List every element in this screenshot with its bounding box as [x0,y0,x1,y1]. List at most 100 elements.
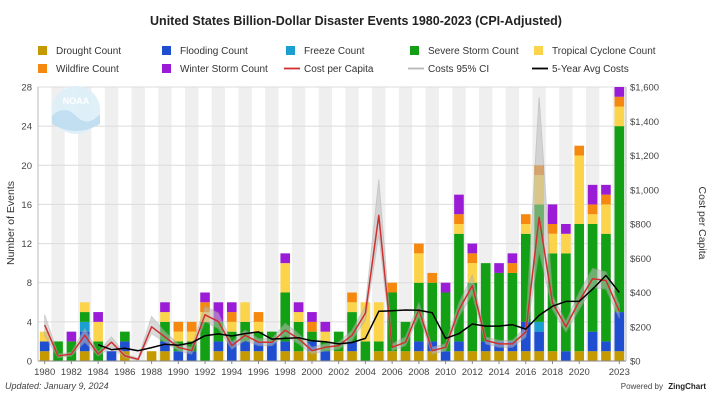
bar-tropical-cyclone-count-1999[interactable] [293,312,304,322]
legend-item[interactable]: Flooding Count [162,46,248,57]
bar-flooding-count-1997[interactable] [267,341,277,361]
bar-severe-storm-count-1986[interactable] [120,331,130,342]
bar-tropical-cyclone-count-2004[interactable] [360,302,371,342]
bar-winter-storm-count-2012[interactable] [467,243,478,254]
bar-flooding-count-2003[interactable] [347,341,357,352]
bar-tropical-cyclone-count-1995[interactable] [240,302,250,322]
bar-wildfire-count-2009[interactable] [427,272,438,283]
bar-tropical-cyclone-count-2018[interactable] [547,233,558,254]
bar-severe-storm-count-2010[interactable] [440,292,451,352]
bar-wildfire-count-2011[interactable] [454,214,464,224]
bar-tropical-cyclone-count-2020[interactable] [574,155,585,225]
bar-severe-storm-count-2003[interactable] [347,312,357,342]
bar-drought-count-1999[interactable] [293,351,304,361]
bar-tropical-cyclone-count-1998[interactable] [280,263,291,293]
bar-winter-storm-count-1989[interactable] [160,302,170,313]
bar-tropical-cyclone-count-2022[interactable] [601,204,611,234]
bar-wildfire-count-2023[interactable] [614,96,625,107]
bar-flooding-count-2010[interactable] [440,351,451,361]
legend-item[interactable]: Winter Storm Count [162,64,268,75]
bar-wildfire-count-2008[interactable] [414,243,424,254]
bar-freeze-count-1983[interactable] [79,321,90,332]
bar-flooding-count-1994[interactable] [226,341,237,361]
bar-flooding-count-1998[interactable] [280,341,291,352]
bar-winter-storm-count-2018[interactable] [547,204,558,224]
bar-tropical-cyclone-count-2001[interactable] [320,331,331,342]
bar-tropical-cyclone-count-2011[interactable] [454,224,464,234]
bar-wildfire-count-2018[interactable] [547,224,558,234]
bar-severe-storm-count-2016[interactable] [520,233,531,322]
bar-severe-storm-count-1997[interactable] [267,331,277,342]
bar-tropical-cyclone-count-2005[interactable] [373,302,384,342]
bar-drought-count-2006[interactable] [387,351,397,361]
bar-drought-count-1980[interactable] [39,351,50,361]
legend-item[interactable]: Cost per Capita [284,64,374,75]
bar-winter-storm-count-1999[interactable] [293,302,304,313]
bar-severe-storm-count-1984[interactable] [93,341,103,361]
bar-flooding-count-2008[interactable] [414,341,424,352]
bar-severe-storm-count-1983[interactable] [79,312,90,322]
legend-item[interactable]: Severe Storm Count [410,46,519,57]
bar-drought-count-2016[interactable] [520,351,531,361]
line-5-year-avg-costs[interactable] [97,274,620,352]
bar-flooding-count-1991[interactable] [186,351,197,361]
legend-item[interactable]: Wildfire Count [38,64,119,75]
bar-winter-storm-count-2000[interactable] [307,312,317,322]
bar-flooding-count-2019[interactable] [561,351,571,361]
bar-tropical-cyclone-count-1983[interactable] [79,302,90,313]
bar-drought-count-2012[interactable] [467,351,478,361]
bar-winter-storm-count-1993[interactable] [213,302,224,322]
bar-drought-count-1988[interactable] [146,351,157,361]
bar-drought-count-2003[interactable] [347,351,357,361]
bar-drought-count-1983[interactable] [79,351,90,361]
bar-severe-storm-count-1998[interactable] [280,292,291,342]
bar-wildfire-count-1990[interactable] [173,321,184,332]
bar-drought-count-2011[interactable] [454,351,464,361]
bar-wildfire-count-1991[interactable] [186,321,197,332]
bar-tropical-cyclone-count-2016[interactable] [520,224,531,234]
bar-drought-count-2018[interactable] [547,351,558,361]
bar-severe-storm-count-1982[interactable] [66,341,77,361]
bar-severe-storm-count-2020[interactable] [574,224,585,352]
bar-drought-count-2023[interactable] [614,351,625,361]
bar-drought-count-2007[interactable] [400,351,411,361]
bar-winter-storm-count-2015[interactable] [507,253,518,264]
bar-tropical-cyclone-count-2021[interactable] [587,214,598,224]
bar-wildfire-count-2021[interactable] [587,204,598,215]
line-cost-per-capita[interactable] [44,214,620,361]
bar-winter-storm-count-1998[interactable] [280,253,291,264]
bar-severe-storm-count-1996[interactable] [253,331,264,342]
bar-severe-storm-count-2000[interactable] [307,331,317,342]
bar-severe-storm-count-2015[interactable] [507,272,518,342]
bar-drought-count-2021[interactable] [587,351,598,361]
bar-tropical-cyclone-count-2019[interactable] [561,233,571,254]
bar-flooding-count-2013[interactable] [480,341,491,352]
bar-tropical-cyclone-count-1989[interactable] [160,312,170,322]
bar-flooding-count-1985[interactable] [106,351,117,361]
bar-winter-storm-count-1982[interactable] [66,331,77,342]
bar-winter-storm-count-1992[interactable] [200,292,210,303]
bar-tropical-cyclone-count-2003[interactable] [347,302,357,313]
bar-tropical-cyclone-count-1980[interactable] [39,331,50,342]
bar-winter-storm-count-2022[interactable] [601,184,611,195]
bar-drought-count-2008[interactable] [414,351,424,361]
bar-severe-storm-count-2023[interactable] [614,126,625,313]
bar-winter-storm-count-1994[interactable] [226,302,237,313]
bar-flooding-count-1996[interactable] [253,341,264,352]
bar-wildfire-count-2020[interactable] [574,145,585,156]
bar-flooding-count-1986[interactable] [120,341,130,352]
bar-flooding-count-1993[interactable] [213,341,224,352]
bar-tropical-cyclone-count-2008[interactable] [414,253,424,283]
bar-freeze-count-2017[interactable] [534,321,544,332]
bar-severe-storm-count-2006[interactable] [387,292,397,352]
bar-flooding-count-1989[interactable] [160,341,170,352]
bar-flooding-count-2000[interactable] [307,341,317,352]
bar-drought-count-1993[interactable] [213,351,224,361]
bar-drought-count-2015[interactable] [507,351,518,361]
bar-severe-storm-count-1993[interactable] [213,321,224,342]
legend-item[interactable]: Costs 95% CI [408,64,489,75]
bar-severe-storm-count-2017[interactable] [534,204,544,322]
bar-winter-storm-count-2011[interactable] [454,194,464,215]
bar-severe-storm-count-2019[interactable] [561,253,571,352]
bar-flooding-count-1990[interactable] [173,351,184,361]
